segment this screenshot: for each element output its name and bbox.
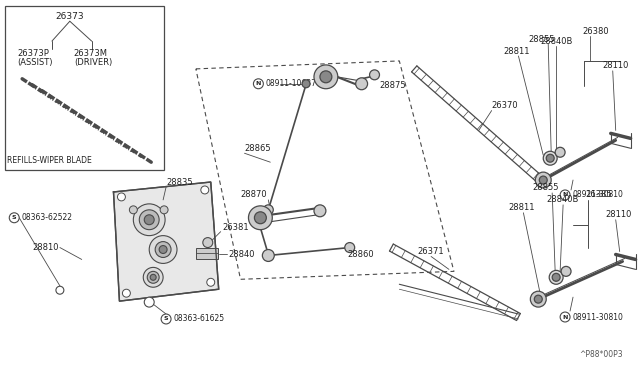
Circle shape: [320, 71, 332, 83]
Text: S: S: [164, 317, 168, 321]
Text: REFILLS-WIPER BLADE: REFILLS-WIPER BLADE: [7, 156, 92, 165]
Circle shape: [552, 273, 560, 281]
Text: 28865: 28865: [244, 144, 271, 153]
Circle shape: [133, 204, 165, 235]
Text: 28840B: 28840B: [546, 195, 579, 204]
Text: 08911-10637: 08911-10637: [266, 79, 316, 88]
Circle shape: [314, 205, 326, 217]
Circle shape: [540, 176, 547, 184]
Text: 08363-61625: 08363-61625: [173, 314, 224, 324]
Circle shape: [147, 271, 159, 283]
Circle shape: [149, 235, 177, 263]
Text: S: S: [12, 215, 17, 220]
Circle shape: [255, 212, 266, 224]
Circle shape: [160, 206, 168, 214]
Text: 28811: 28811: [509, 203, 535, 212]
Text: N: N: [563, 314, 568, 320]
Text: 28110: 28110: [603, 61, 629, 70]
Circle shape: [9, 213, 19, 223]
Circle shape: [159, 246, 167, 253]
Circle shape: [144, 215, 154, 225]
Circle shape: [203, 238, 212, 247]
Circle shape: [263, 205, 273, 215]
Circle shape: [143, 267, 163, 287]
Text: 26373: 26373: [56, 12, 84, 21]
Text: 26373M: 26373M: [74, 48, 108, 58]
Text: ^P88*00P3: ^P88*00P3: [579, 350, 623, 359]
Text: (DRIVER): (DRIVER): [74, 58, 112, 67]
Text: 26371: 26371: [417, 247, 444, 256]
Circle shape: [207, 278, 215, 286]
Text: 26373P: 26373P: [17, 48, 49, 58]
Circle shape: [248, 206, 272, 230]
Circle shape: [534, 295, 542, 303]
Text: 28840B: 28840B: [540, 36, 573, 46]
Circle shape: [118, 193, 125, 201]
Circle shape: [56, 286, 64, 294]
Text: 28110: 28110: [606, 210, 632, 219]
Circle shape: [129, 206, 138, 214]
Circle shape: [144, 297, 154, 307]
Text: 08911-30810: 08911-30810: [572, 190, 623, 199]
Circle shape: [535, 172, 551, 188]
Circle shape: [161, 314, 171, 324]
Bar: [5, 6, 164, 170]
Circle shape: [369, 70, 380, 80]
Circle shape: [201, 186, 209, 194]
Text: 26380: 26380: [582, 27, 609, 36]
Circle shape: [555, 147, 565, 157]
Text: N: N: [563, 192, 568, 198]
Text: 28855: 28855: [529, 35, 555, 44]
Circle shape: [531, 291, 546, 307]
Circle shape: [314, 65, 338, 89]
Circle shape: [560, 190, 570, 200]
Circle shape: [549, 270, 563, 284]
Circle shape: [345, 243, 355, 253]
Circle shape: [546, 154, 554, 162]
Circle shape: [140, 210, 159, 230]
Polygon shape: [113, 182, 219, 301]
Text: (ASSIST): (ASSIST): [17, 58, 52, 67]
Circle shape: [543, 151, 557, 165]
Circle shape: [253, 79, 263, 89]
Circle shape: [561, 266, 571, 276]
Text: 08363-62522: 08363-62522: [21, 213, 72, 222]
Circle shape: [262, 250, 275, 262]
Text: 28810: 28810: [32, 243, 59, 252]
Circle shape: [155, 241, 171, 257]
Text: 28875: 28875: [380, 81, 406, 90]
Text: 26370: 26370: [492, 101, 518, 110]
Text: 28860: 28860: [348, 250, 374, 259]
Text: 26385: 26385: [585, 190, 612, 199]
Text: N: N: [256, 81, 261, 86]
Circle shape: [122, 289, 131, 297]
Text: 28855: 28855: [532, 183, 559, 192]
Text: 26381: 26381: [223, 223, 250, 232]
Text: 08911-30810: 08911-30810: [572, 312, 623, 321]
Circle shape: [356, 78, 367, 90]
Text: 28811: 28811: [504, 46, 530, 55]
Bar: [196, 247, 218, 259]
Circle shape: [560, 312, 570, 322]
Text: 28840: 28840: [228, 250, 255, 259]
Circle shape: [150, 274, 156, 280]
Text: 28835: 28835: [166, 177, 193, 186]
Text: 28870: 28870: [241, 190, 267, 199]
Circle shape: [302, 80, 310, 88]
